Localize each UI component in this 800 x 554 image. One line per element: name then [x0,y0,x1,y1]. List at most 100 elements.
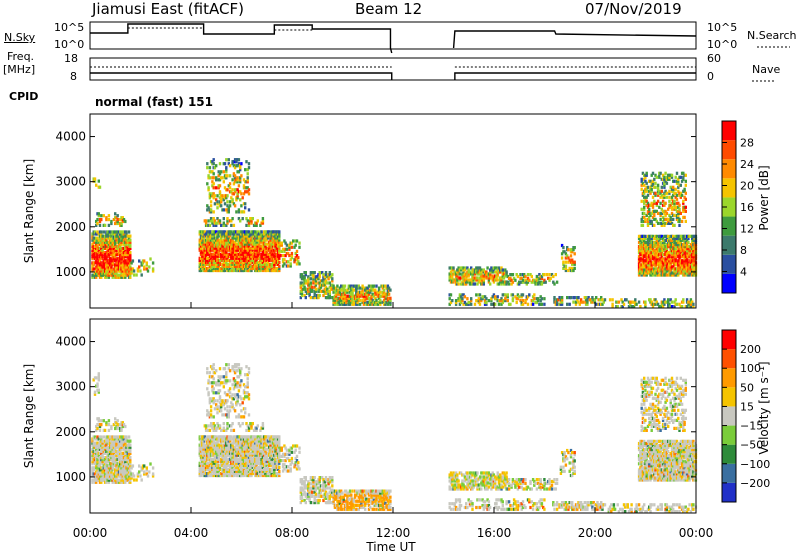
range-cell [679,245,682,249]
range-cell [110,458,113,462]
range-cell [351,292,354,296]
range-cell [654,240,657,245]
range-cell [340,294,343,298]
range-cell [641,234,645,238]
range-cell [129,261,132,265]
range-cell [98,236,102,240]
range-cell [100,423,103,427]
range-cell [651,195,655,199]
range-cell [639,234,642,238]
range-cell [92,472,95,476]
range-cell [274,230,277,234]
range-cell [125,273,128,277]
range-cell [669,247,672,251]
range-cell [665,257,669,261]
range-cell [382,290,386,294]
range-cell [299,296,302,300]
range-cell [257,260,261,264]
range-cell [206,260,209,264]
range-cell [226,262,229,266]
range-cell [125,238,128,242]
range-cell [366,294,369,298]
range-cell [678,193,681,197]
range-cell [237,170,241,174]
range-cell [237,240,241,244]
range-cell [211,180,214,184]
range-cell [225,158,228,162]
range-cell [316,277,319,281]
range-cell [665,181,669,185]
range-cell [679,249,682,253]
range-cell [369,298,372,302]
range-cell [114,460,117,464]
range-cell [246,168,249,172]
range-cell [255,252,258,256]
range-cell [209,200,213,204]
range-cell [125,271,128,275]
range-cell [355,294,358,298]
range-cell [375,292,378,296]
range-cell [576,298,579,302]
range-cell [629,300,632,304]
range-cell [116,240,119,244]
range-cell [236,180,239,184]
range-cell [215,236,218,240]
range-cell [101,443,104,447]
range-cell [481,274,484,278]
range-cell [639,236,642,241]
range-cell [207,219,210,223]
range-cell [251,234,254,238]
range-cell [500,266,503,270]
range-cell [112,472,116,476]
range-cell [500,278,503,282]
range-cell [280,243,283,247]
range-cell [100,267,103,271]
range-cell [251,232,254,236]
range-cell [120,480,123,484]
range-cell [650,221,653,225]
range-cell [222,198,225,202]
range-cell [617,300,621,304]
range-cell [121,468,124,472]
range-cell [679,251,682,255]
range-cell [459,268,463,272]
range-cell [132,474,136,478]
range-cell [350,284,353,288]
range-cell [651,183,655,187]
range-cell [312,275,315,279]
range-cell [110,453,113,458]
range-cell [126,462,129,466]
range-cell [212,234,215,238]
range-cell [660,257,663,261]
range-cell [259,223,262,227]
range-cell [337,300,340,304]
range-cell [487,276,491,280]
range-cell [688,271,691,275]
range-cell [106,230,109,234]
range-cell [257,262,261,266]
range-cell [645,245,648,249]
range-cell [645,181,648,185]
range-cell [209,254,213,258]
range-cell [223,196,227,200]
range-cell [653,211,656,215]
range-cell [326,281,329,285]
range-cell [119,460,122,464]
range-cell [641,238,645,243]
range-cell [120,470,123,474]
range-cell [679,183,682,187]
range-cell [656,271,660,275]
range-cell [130,474,133,478]
range-cell [264,236,267,240]
range-cell [377,292,381,296]
range-cell [285,243,289,247]
range-cell [125,470,128,474]
range-cell [278,248,281,252]
range-cell [102,419,105,423]
range-cell [215,256,218,260]
range-cell [91,265,94,269]
range-cell [591,300,594,304]
range-cell [116,257,119,261]
range-cell [270,232,273,236]
range-cell [682,255,685,259]
